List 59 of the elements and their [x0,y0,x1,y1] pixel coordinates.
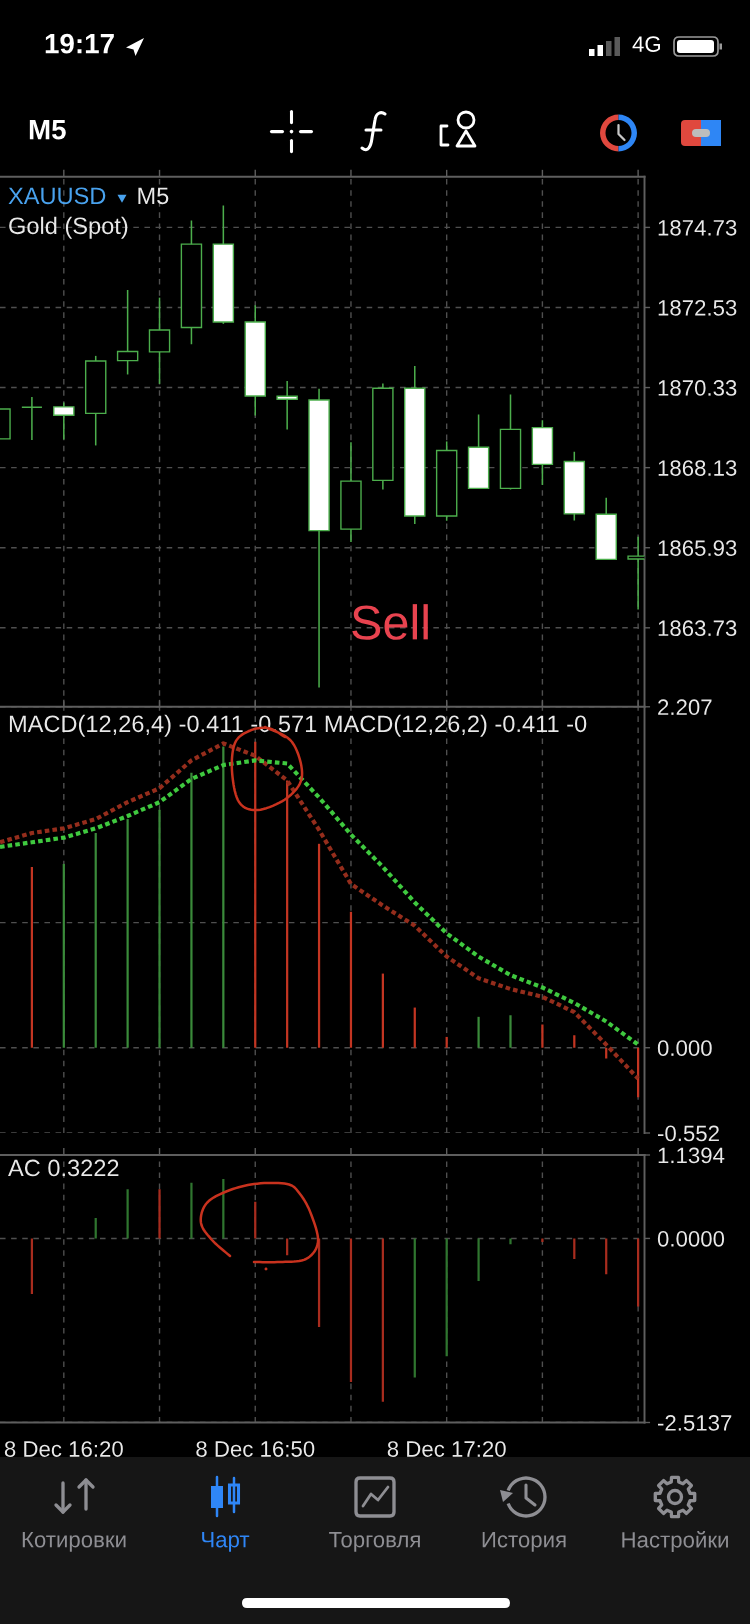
bar [637,1238,640,1307]
bar [605,1238,608,1275]
y-tick-label: 1.1394 [658,1147,725,1164]
y-tick-label: 0.0000 [657,1230,725,1247]
y-tick-label: -0.552 [657,1125,719,1142]
bar [573,1238,576,1259]
chart-title: MACD(12,26,4) -0.411 -0.571 MACD(12,26,2) -0.411 -0 [9,714,587,737]
chart-title: XAUUSD [8,187,106,205]
text: Котировки [22,1531,126,1552]
bar [477,1238,480,1281]
bar [573,1035,576,1048]
bar [317,843,321,1048]
y-tick-label: 1872.53 [658,300,737,316]
bar [94,833,97,1048]
text: M5 [29,120,66,140]
text: Чарт [202,1531,250,1552]
y-tick-label: 1868.13 [658,460,737,476]
x-tick-label: 8 Dec 17:20 [387,1441,506,1457]
bar [509,1015,512,1048]
candlestick [116,289,139,376]
bar [541,1024,544,1048]
text: Настройки [622,1530,728,1553]
y-tick-label: 1865.93 [658,540,737,556]
bar [445,1238,448,1357]
y-tick-label: 1870.33 [658,380,737,396]
y-tick-label: 1874.73 [658,219,737,236]
x-tick-label: 8 Dec 16:20 [4,1441,123,1457]
bar [605,1047,608,1059]
candlestick [21,396,43,441]
bar [158,809,161,1048]
bar [381,1238,384,1402]
candlestick [276,380,298,431]
bar [445,1036,448,1048]
bar [62,863,65,1048]
y-tick-label: 1863.73 [658,620,737,637]
bar [190,772,193,1048]
bar [413,1238,416,1378]
candlestick [148,296,171,385]
annotation: Sell [352,604,428,640]
candlestick [53,401,75,441]
bar [509,1238,512,1245]
chart-title: AC 0.3222 [8,1159,119,1177]
bar [126,819,129,1048]
bar [190,1182,193,1239]
text: Gold (Spot) [9,216,128,239]
bar [158,1189,161,1239]
y-tick-label: 2.207 [658,699,712,716]
text: 19:17 [45,33,114,54]
x-tick-label: 8 Dec 16:50 [196,1441,315,1457]
bar [541,1238,544,1243]
text: Торговля [329,1531,420,1552]
annotation: M5 [138,187,169,205]
bar [30,866,34,1048]
y-tick-label: 0.000 [657,1040,712,1056]
text: История [482,1531,566,1552]
text: 4G [632,36,660,52]
bar [477,1016,480,1048]
y-tick-label: -2.5137 [657,1415,732,1431]
bar [349,1238,353,1382]
